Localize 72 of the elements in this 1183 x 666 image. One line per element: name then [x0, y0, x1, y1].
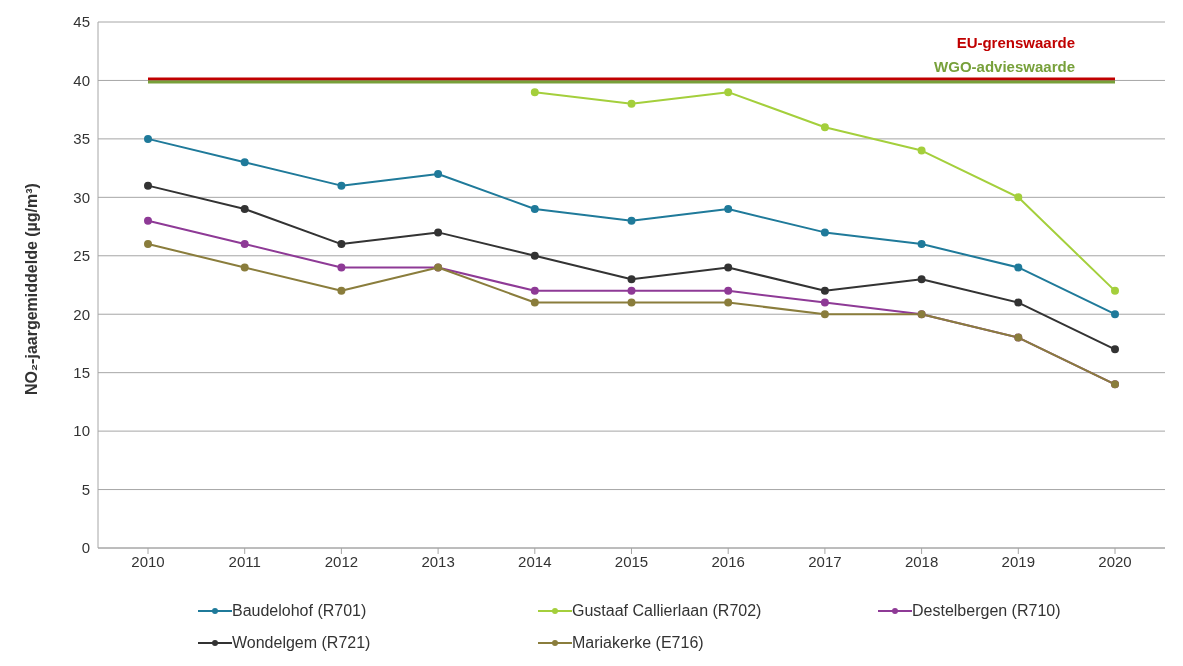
x-tick-label: 2018 [904, 552, 939, 570]
point [1111, 345, 1119, 354]
point [627, 216, 636, 225]
legend-label: Baudelohof (R701) [232, 602, 367, 620]
point [627, 99, 636, 108]
point [530, 88, 539, 97]
point [144, 216, 152, 225]
point [820, 298, 829, 307]
legend-label: Gustaaf Callierlaan (R702) [572, 602, 762, 620]
point [240, 205, 249, 214]
point [1014, 298, 1023, 307]
x-tick-label: 2014 [518, 552, 552, 570]
x-tick-label: 2015 [614, 552, 649, 570]
point [724, 286, 733, 295]
x-tick-label: 2010 [131, 552, 165, 570]
point [820, 228, 829, 237]
point [1111, 310, 1119, 319]
point [434, 228, 443, 237]
x-tick-label: 2013 [421, 552, 455, 570]
point [820, 286, 829, 295]
point [1014, 263, 1023, 272]
point [1014, 193, 1023, 202]
y-tick-label: 5 [81, 480, 90, 498]
point [240, 158, 249, 167]
point [627, 298, 636, 307]
y-tick-label: 40 [73, 71, 90, 89]
point [820, 310, 829, 319]
legend-label: Wondelgem (R721) [232, 634, 371, 652]
point [530, 286, 539, 295]
ref-line-label: WGO-advieswaarde [934, 58, 1075, 76]
y-tick-label: 0 [81, 539, 90, 557]
point [337, 240, 346, 249]
point [917, 240, 926, 249]
point [337, 286, 346, 295]
point [917, 146, 926, 155]
point [724, 205, 733, 214]
point [627, 286, 636, 295]
point [144, 181, 152, 190]
legend-label: Destelbergen (R710) [912, 602, 1061, 620]
point [530, 298, 539, 307]
point [820, 123, 829, 132]
y-tick-label: 30 [73, 188, 90, 206]
y-tick-label: 45 [73, 13, 90, 31]
y-tick-label: 35 [73, 130, 90, 148]
point [627, 275, 636, 284]
point [724, 263, 733, 272]
y-tick-label: 10 [73, 422, 90, 440]
point [240, 263, 249, 272]
point [144, 240, 152, 249]
x-tick-label: 2011 [228, 552, 261, 570]
point [434, 169, 443, 178]
x-tick-label: 2019 [1001, 552, 1035, 570]
y-tick-label: 25 [73, 247, 90, 265]
point [530, 205, 539, 214]
point [337, 181, 346, 190]
point [144, 134, 152, 143]
point [724, 88, 733, 97]
x-tick-label: 2020 [1098, 552, 1132, 570]
ref-line-label: EU-grenswaarde [956, 34, 1075, 52]
y-axis-title: NO₂-jaargemiddelde (µg/m³) [22, 183, 40, 395]
point [337, 263, 346, 272]
point [1111, 286, 1119, 295]
point [724, 298, 733, 307]
legend-label: Mariakerke (E716) [572, 634, 704, 652]
y-tick-label: 15 [73, 363, 90, 381]
point [530, 251, 539, 260]
y-tick-label: 20 [73, 305, 90, 323]
point [917, 275, 926, 284]
point [240, 240, 249, 249]
x-tick-label: 2017 [808, 552, 842, 570]
x-tick-label: 2016 [711, 552, 745, 570]
x-tick-label: 2012 [324, 552, 359, 570]
